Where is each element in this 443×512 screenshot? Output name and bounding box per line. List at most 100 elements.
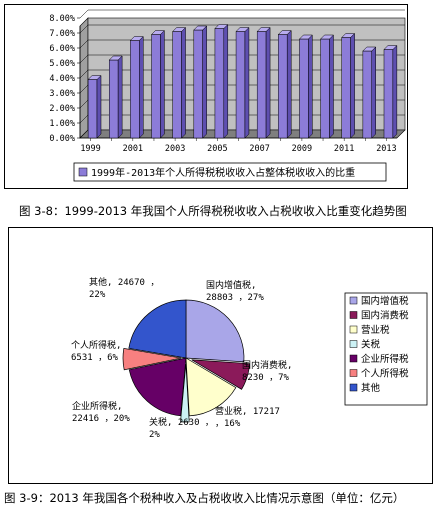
legend-label: 个人所得税 [361,368,409,380]
bar-side [371,46,376,139]
pie-slice [122,347,182,371]
bar [362,50,372,139]
bar [341,37,351,139]
bar-side [181,26,186,139]
x-tick-label: 2009 [292,144,312,154]
slice-label: 8230 ，7% [242,373,290,383]
legend-swatch [349,325,358,334]
bar [193,29,203,139]
bar-top [129,36,144,41]
legend-label: 国内消费税 [361,310,409,322]
slice-label: 个人所得税, [71,339,121,351]
gridline [79,24,405,34]
y-tick-label: 7.00% [49,29,75,39]
x-tick-label: 2003 [165,144,185,154]
bar-top [383,45,398,50]
bar-top [298,34,313,40]
legend-label: 国内增值税 [361,295,409,307]
bar-side [202,25,207,139]
bar [130,40,140,139]
pie-slice [128,299,187,359]
bar-side [329,34,334,139]
plot-side-wall [79,17,89,139]
bar [109,59,119,139]
bar [172,31,182,139]
y-tick-label: 5.00% [49,59,75,69]
bar-top [341,33,356,38]
legend-swatch [349,354,358,363]
bar-top [277,30,292,35]
legend-label: 企业所得税 [361,353,409,365]
slice-label: 营业税, 17217 [215,405,280,417]
bar [256,31,267,139]
pie-chart: 国内增值税, 28803 ，27% 国内消费税, 8230 ，7% 营业税, 17217… [71,276,428,440]
bar-top [87,75,102,80]
bar-top [172,27,187,32]
bar-side [286,29,292,139]
pie-chart-panel: 国内增值税, 28803 ，27% 国内消费税, 8230 ，7% 营业税, 17217… [8,227,433,484]
slice-label: 22% [89,290,106,300]
y-tick-label: 8.00% [49,14,75,24]
bar-top [256,27,271,32]
legend-swatch [349,340,358,348]
slice-label: 其他, 24670 ， [89,276,159,288]
legend-label: 营业税 [361,324,390,336]
legend-label: 关税 [361,339,381,351]
figure-caption-1: 图 3-8：1999-2013 年我国个人所得税税收收入占税收收入比重变化趋势图 [19,204,407,218]
bar-chart-panel: 0.00% 1.00% 2.00% 3.00% 4.00% 5.00% 6.00% 7.00%… [4,4,408,189]
pie-slice [185,357,237,417]
bar [235,31,246,139]
bar [151,34,161,139]
y-tick-label: 3.00% [49,89,75,99]
slice-label: 2% [149,430,160,440]
pie-slice [128,357,187,417]
y-tick-label: 6.00% [49,44,75,54]
y-tick-label: 1.00% [49,119,75,129]
legend-label: 其他 [361,382,381,394]
legend-swatch [349,383,358,392]
bar-side [160,29,165,139]
x-tick-label: 2005 [207,144,227,154]
bar-top [150,30,166,35]
bar-top [235,27,250,32]
slice-label: 关税, 2630 ， [149,416,214,428]
slice-label: 企业所得税, [72,400,122,412]
y-tick-label: 4.00% [49,74,75,84]
slice-label: 国内增值税, [206,279,256,291]
bar-chart: 0.00% 1.00% 2.00% 3.00% 4.00% 5.00% 6.00% 7.00%… [49,9,406,182]
legend-box [344,292,428,406]
y-tick-label: 0.00% [49,134,75,144]
bar-top [108,55,123,61]
bar [87,79,98,139]
legend-box [73,162,387,182]
bar-side [117,55,123,139]
bar-side [392,44,398,139]
gridline [79,9,405,19]
x-tick-label: 2001 [123,144,143,154]
x-tick-label: 2013 [376,144,396,154]
bar [214,28,225,139]
bar-side [350,32,355,139]
slice-label: 6531 ，6% [71,353,119,363]
bar [383,49,394,139]
bar-side [244,26,250,139]
legend-swatch [349,311,358,319]
bar-side [308,34,313,139]
pie-slice [191,359,250,390]
slice-label: 国内消费税, [242,359,292,371]
x-tick-label: 1999 [80,144,100,154]
legend-swatch [349,369,358,377]
bar-top [193,25,208,31]
x-tick-label: 2011 [334,144,354,154]
bar-side [139,35,144,139]
bar-side [265,26,271,139]
y-tick-label: 2.00% [49,104,75,114]
bar [320,38,330,139]
bar-top [319,34,335,40]
pie-slice [180,363,190,423]
slice-label: ，16% [215,419,241,429]
bar-side [223,23,229,139]
pie-slice [185,299,245,363]
legend-swatch [349,296,358,305]
x-tick-label: 2007 [249,144,269,154]
